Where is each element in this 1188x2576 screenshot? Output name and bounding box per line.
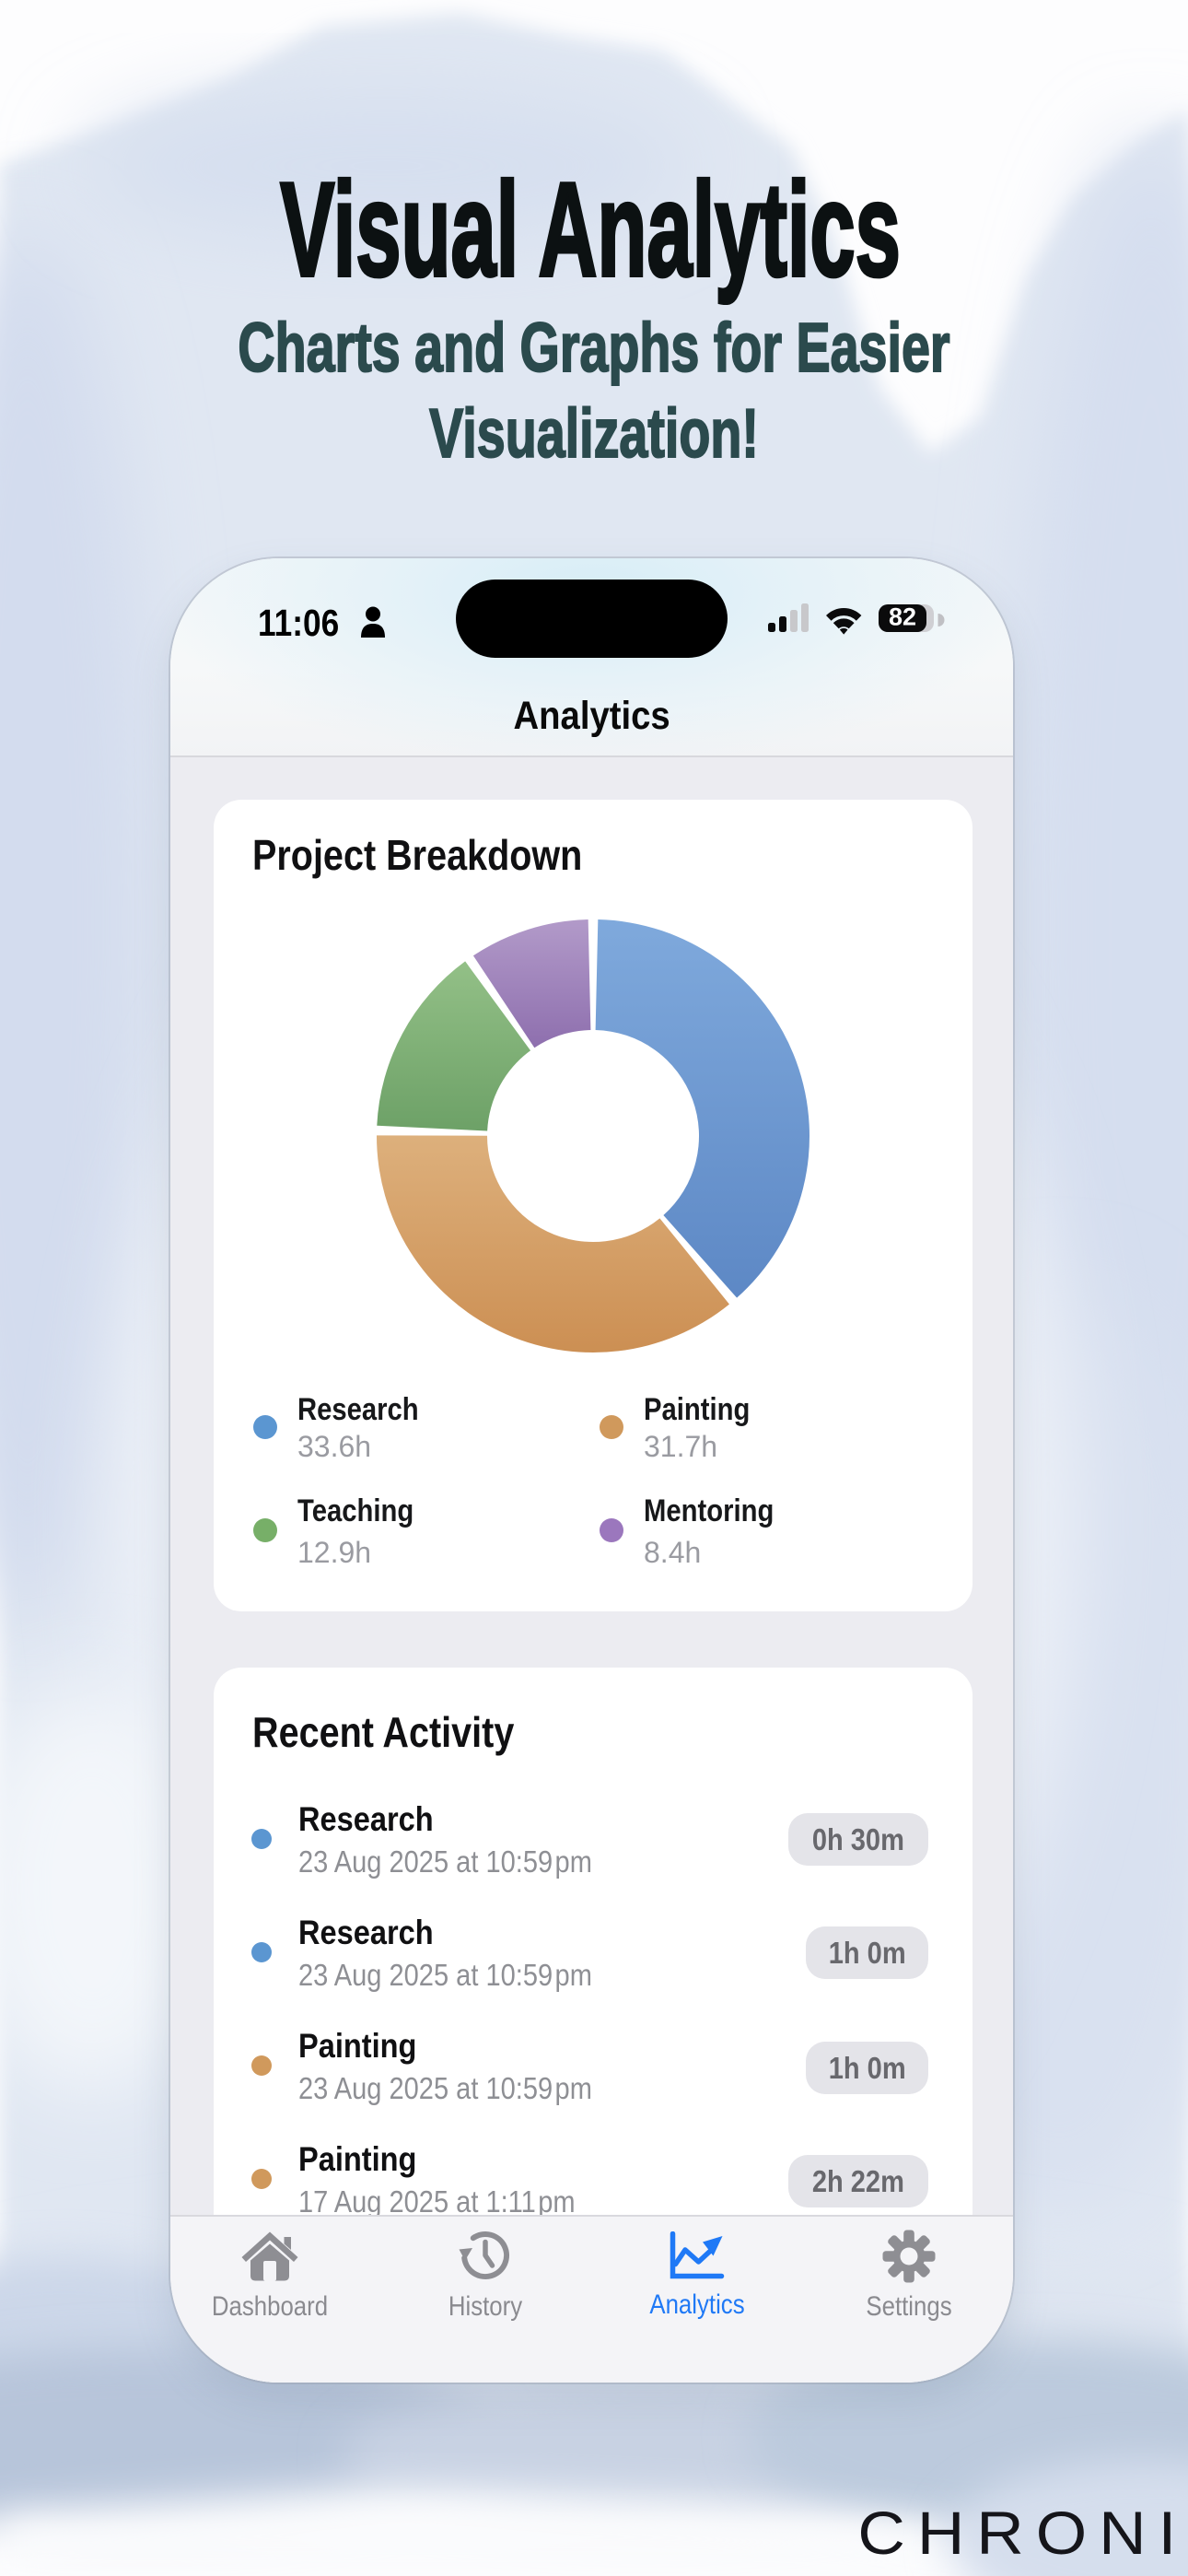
svg-text:82: 82 bbox=[889, 603, 916, 631]
